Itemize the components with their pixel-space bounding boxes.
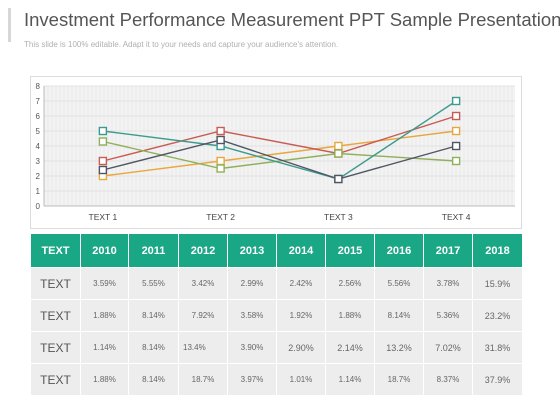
- table-cell: 3.97%: [228, 363, 277, 395]
- table-cell: 7.02%: [424, 331, 473, 363]
- table-header-cell: 2014: [277, 234, 326, 267]
- table-cell: 1.14%: [81, 331, 129, 363]
- table-cell: 13.4%: [179, 331, 228, 363]
- table-header-cell: 2017: [424, 234, 473, 267]
- x-tick-label: TEXT 1: [89, 212, 118, 222]
- table-header-cell: 2012: [179, 234, 228, 267]
- table-cell: 8.14%: [129, 363, 179, 395]
- table-cell: 13.2%: [375, 331, 424, 363]
- data-point: [216, 126, 225, 136]
- table-cell: 3.58%: [228, 299, 277, 331]
- table-cell: 1.92%: [277, 299, 326, 331]
- data-point: [451, 141, 461, 151]
- x-tick-label: TEXT 2: [206, 212, 235, 222]
- series-line: [102, 139, 457, 180]
- data-point: [451, 126, 461, 136]
- data-point: [98, 165, 108, 175]
- table-row: TEXT 1.14% 8.14% 13.4% 3.90% 2.90% 2.14%…: [31, 331, 522, 363]
- row-label: TEXT: [31, 363, 81, 395]
- table-cell: 8.14%: [129, 331, 179, 363]
- x-tick-label: TEXT 4: [442, 212, 471, 222]
- table-cell: 8.14%: [375, 299, 424, 331]
- table-cell: 2.56%: [326, 267, 375, 299]
- table-header-cell: 2013: [228, 234, 277, 267]
- y-tick-label: 6: [36, 112, 41, 121]
- table-cell: 1.88%: [81, 299, 129, 331]
- series-line: [102, 100, 457, 180]
- data-point: [98, 137, 108, 146]
- y-tick-label: 0: [36, 202, 41, 211]
- slide-title: Investment Performance Measurement PPT S…: [24, 9, 560, 30]
- table-cell: 15.9%: [473, 267, 522, 299]
- data-point: [334, 174, 343, 184]
- table-cell: 3.90%: [228, 331, 277, 363]
- table-cell: 2.14%: [326, 331, 375, 363]
- line-chart: 0 1 2 3 4 5 6 7 8 TEXT 1 TEXT 2 TEXT 3 TEXT 4: [30, 76, 522, 229]
- table-cell: 1.88%: [81, 363, 129, 395]
- data-point: [216, 135, 225, 145]
- table-row: TEXT 1.88% 8.14% 7.92% 3.58% 1.92% 1.88%…: [31, 299, 522, 331]
- data-point: [451, 111, 461, 121]
- y-tick-label: 2: [36, 172, 41, 181]
- table-cell: 18.7%: [179, 363, 228, 395]
- table-row: TEXT 3.59% 5.55% 3.42% 2.99% 2.42% 2.56%…: [31, 267, 522, 299]
- table-cell: 3.59%: [81, 267, 129, 299]
- y-tick-label: 4: [36, 142, 41, 151]
- table-cell: 2.99%: [228, 267, 277, 299]
- y-tick-label: 3: [36, 157, 41, 166]
- table-cell: 5.36%: [424, 299, 473, 331]
- table-cell: 3.78%: [424, 267, 473, 299]
- table-header-row: TEXT 2010 2011 2012 2013 2014 2015 2016 …: [31, 234, 522, 267]
- x-tick-label: TEXT 3: [324, 212, 353, 222]
- series-line: [102, 130, 457, 177]
- table-cell: 2.90%: [277, 331, 326, 363]
- table-cell: 8.37%: [424, 363, 473, 395]
- table-cell: 31.8%: [473, 331, 522, 363]
- row-label: TEXT: [31, 299, 81, 331]
- y-tick-label: 1: [36, 187, 41, 196]
- table-header-cell: 2011: [129, 234, 179, 267]
- table-row: TEXT 1.88% 8.14% 18.7% 3.97% 1.01% 1.14%…: [31, 363, 522, 395]
- table-header-cell: 2010: [81, 234, 129, 267]
- line-chart-canvas: 0 1 2 3 4 5 6 7 8 TEXT 1 TEXT 2 TEXT 3 TEXT 4: [36, 82, 515, 222]
- data-point: [334, 141, 343, 151]
- row-label: TEXT: [31, 267, 81, 299]
- table-cell: 7.92%: [179, 299, 228, 331]
- slide-subtitle: This slide is 100% editable. Adapt it to…: [24, 40, 339, 49]
- table-cell: 5.56%: [375, 267, 424, 299]
- table-cell: 1.14%: [326, 363, 375, 395]
- data-point: [451, 96, 461, 106]
- data-point: [216, 156, 225, 166]
- data-point: [451, 156, 461, 166]
- data-point: [216, 164, 225, 173]
- table-header-cell: 2015: [326, 234, 375, 267]
- data-table: TEXT 2010 2011 2012 2013 2014 2015 2016 …: [31, 234, 522, 395]
- table-header-cell: TEXT: [31, 234, 81, 267]
- table-cell: 1.88%: [326, 299, 375, 331]
- table-cell: 3.42%: [179, 267, 228, 299]
- table-header-cell: 2016: [375, 234, 424, 267]
- table-header-cell: 2018: [473, 234, 522, 267]
- y-tick-label: 8: [36, 82, 41, 91]
- title-accent-bar: [8, 8, 11, 42]
- row-label: TEXT: [31, 331, 81, 363]
- data-point: [98, 126, 108, 136]
- y-tick-label: 5: [36, 127, 41, 136]
- series-line: [102, 115, 457, 162]
- data-point: [334, 149, 343, 158]
- y-tick-label: 7: [36, 97, 41, 106]
- data-point: [98, 156, 108, 166]
- table-cell: 1.01%: [277, 363, 326, 395]
- table-cell: 37.9%: [473, 363, 522, 395]
- table-cell: 5.55%: [129, 267, 179, 299]
- table-cell: 2.42%: [277, 267, 326, 299]
- table-cell: 23.2%: [473, 299, 522, 331]
- table-cell: 8.14%: [129, 299, 179, 331]
- table-cell: 18.7%: [375, 363, 424, 395]
